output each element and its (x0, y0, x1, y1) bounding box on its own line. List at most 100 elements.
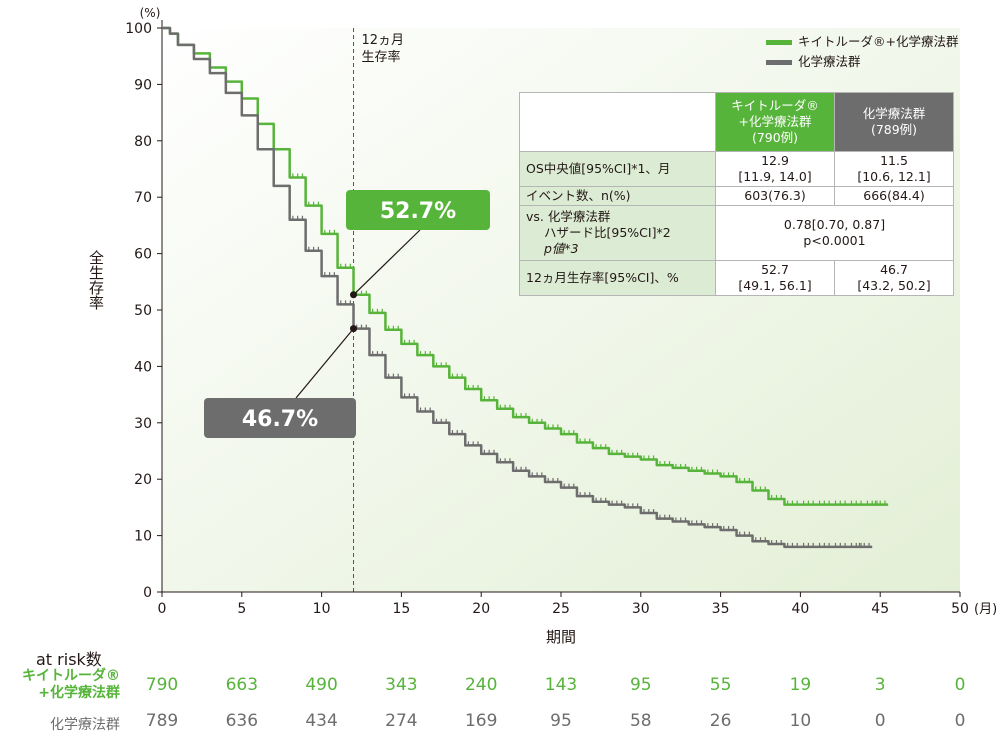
os-gray-value: 11.5 (880, 153, 908, 168)
at-risk-value: 240 (464, 675, 498, 695)
table-row-events: イベント数、n(%) 603(76.3) 666(84.4) (519, 186, 954, 206)
x-tick-label: 45 (871, 601, 889, 617)
at-risk-value: 95 (550, 711, 572, 731)
at-risk-green-label-line1: キイトルーダ® (22, 668, 120, 684)
header-green-line2: +化学療法群 (738, 114, 812, 129)
header-gray: 化学療法群 (789例) (834, 92, 954, 152)
table-header-row: キイトルーダ® +化学療法群 (790例) 化学療法群 (789例) (519, 92, 954, 152)
at-risk-value: 663 (225, 675, 259, 695)
hr-value-line1: 0.78[0.70, 0.87] (783, 217, 886, 232)
at-risk-value: 0 (954, 711, 966, 731)
callout-box (204, 398, 356, 438)
os-green: 12.9 [11.9, 14.0] (715, 151, 835, 187)
legend-swatch-gray (766, 59, 792, 65)
header-gray-line1: 化学療法群 (862, 106, 926, 121)
hr-label-line1: vs. 化学療法群 (526, 209, 611, 224)
series-line-gray (162, 26, 873, 549)
at-risk-value: 636 (225, 711, 259, 731)
x-tick-label: 5 (237, 601, 246, 617)
y-tick-label: 50 (134, 303, 152, 319)
header-gray-line2: (789例) (870, 122, 918, 137)
table-row-12m: 12ヵ月生存率[95%CI]、% 52.7 [49.1, 56.1] 46.7 … (519, 260, 954, 296)
x-tick-label: 40 (791, 601, 809, 617)
at-risk-value: 790 (145, 675, 179, 695)
callout-leader (353, 229, 421, 296)
legend: キイトルーダ®+化学療法群 化学療法群 (766, 32, 958, 72)
m12-green-value: 52.7 (761, 262, 789, 277)
callout-dot (350, 325, 358, 333)
x-axis-title: 期間 (546, 628, 576, 646)
at-risk-green-label-line2: +化学療法群 (38, 685, 120, 701)
os-green-value: 12.9 (761, 153, 789, 168)
x-tick-label: 15 (392, 601, 410, 617)
at-risk-value: 434 (305, 711, 338, 731)
row-label-events: イベント数、n(%) (519, 186, 716, 206)
y-tick-label: 0 (143, 585, 152, 601)
x-tick-label: 0 (158, 601, 167, 617)
reference-label-line1: 12ヵ月 (362, 33, 405, 48)
callout-dot (350, 291, 358, 299)
y-axis-title: 全生存率 (87, 249, 105, 310)
y-tick-label: 90 (134, 77, 152, 93)
at-risk-value: 0 (874, 711, 886, 731)
at-risk-green-label: キイトルーダ® +化学療法群 (4, 668, 120, 702)
reference-label-line2: 生存率 (362, 49, 401, 65)
legend-label-gray: 化学療法群 (798, 54, 861, 69)
at-risk-value: 789 (145, 711, 179, 731)
m12-gray-ci: [43.2, 50.2] (857, 278, 931, 293)
at-risk-value: 55 (709, 675, 732, 695)
events-gray: 666(84.4) (834, 186, 954, 206)
table-corner (519, 92, 716, 152)
callout-label: 52.7% (380, 199, 456, 224)
header-green-line3: (790例) (751, 130, 799, 145)
row-label-12m: 12ヵ月生存率[95%CI]、% (519, 260, 716, 296)
callout-leader (295, 328, 354, 399)
m12-gray-value: 46.7 (880, 262, 908, 277)
callouts: 52.7% 46.7% (204, 190, 490, 438)
axis-labels: 0 10 20 30 40 50 60 70 80 90 100 0 5 10 15 20 25 30 35 40 45… (87, 6, 997, 646)
tick-marks (157, 27, 961, 597)
hr-value-line2: p<0.0001 (803, 233, 866, 248)
y-tick-label: 20 (134, 472, 152, 488)
x-tick-label: 30 (632, 601, 650, 617)
at-risk-value: 19 (789, 675, 812, 695)
at-risk-value: 343 (385, 675, 418, 695)
os-gray-ci: [10.6, 12.1] (857, 169, 931, 184)
y-tick-label: 40 (134, 359, 152, 375)
os-green-ci: [11.9, 14.0] (738, 169, 812, 184)
y-tick-label: 30 (134, 416, 152, 432)
x-tick-label: 10 (313, 601, 331, 617)
row-label-hr: vs. 化学療法群 ハザード比[95%CI]*2 p値*3 (519, 205, 716, 261)
results-table: キイトルーダ® +化学療法群 (790例) 化学療法群 (789例) OS中央値… (519, 92, 954, 296)
hr-label-line2: ハザード比[95%CI]*2 (544, 225, 671, 240)
table-row-os: OS中央値[95%CI]*1、月 12.9 [11.9, 14.0] 11.5 … (519, 151, 954, 187)
at-risk-value: 0 (954, 675, 966, 695)
callout-box (346, 190, 490, 230)
legend-label-green: キイトルーダ®+化学療法群 (798, 34, 959, 49)
y-tick-label: 70 (134, 190, 152, 206)
y-tick-label: 80 (134, 134, 152, 150)
callout-label: 46.7% (242, 407, 318, 432)
y-tick-label: 60 (134, 247, 152, 263)
at-risk-gray-label: 化学療法群 (50, 717, 120, 733)
legend-swatch-green (766, 39, 792, 45)
m12-green-ci: [49.1, 56.1] (738, 278, 812, 293)
x-tick-label: 35 (712, 601, 730, 617)
x-tick-label: 20 (472, 601, 490, 617)
m12-gray: 46.7 [43.2, 50.2] (834, 260, 954, 296)
at-risk-value: 490 (305, 675, 338, 695)
x-unit-label: (月) (974, 602, 997, 617)
at-risk-value: 58 (629, 711, 652, 731)
at-risk-value: 3 (874, 675, 886, 695)
at-risk-value: 143 (544, 675, 578, 695)
table-row-hr: vs. 化学療法群 ハザード比[95%CI]*2 p値*3 0.78[0.70,… (519, 205, 954, 261)
y-tick-label: 100 (125, 21, 152, 37)
header-green: キイトルーダ® +化学療法群 (790例) (715, 92, 835, 152)
y-unit-label: (%) (140, 6, 161, 20)
legend-item-gray: 化学療法群 (766, 52, 958, 72)
at-risk-value: 169 (464, 711, 498, 731)
os-gray: 11.5 [10.6, 12.1] (834, 151, 954, 187)
header-green-line1: キイトルーダ® (731, 98, 819, 113)
at-risk-value: 95 (629, 675, 652, 695)
x-tick-label: 25 (552, 601, 570, 617)
